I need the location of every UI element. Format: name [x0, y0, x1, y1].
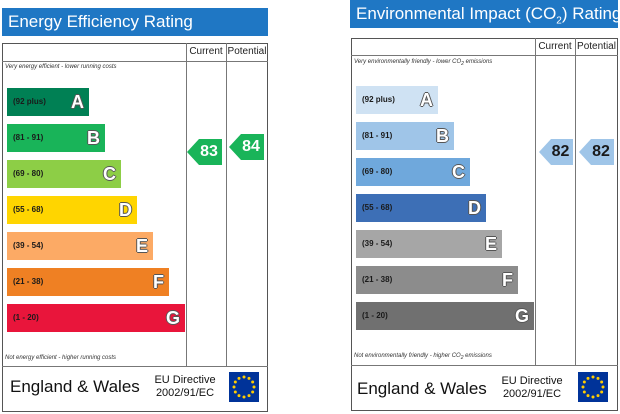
band-letter: B: [87, 128, 100, 148]
eu-flag-star: [582, 390, 586, 394]
band-letter: E: [135, 236, 148, 256]
rating-band-a: (92 plus) A: [356, 86, 438, 114]
eu-flag-star: [237, 376, 241, 380]
band-letter: C: [103, 164, 116, 184]
eu-flag-star: [251, 380, 255, 384]
environmental-bottom-note-sub: 2: [460, 355, 464, 362]
band-range-label: (69 - 80): [13, 169, 44, 178]
band-range-label: (21 - 38): [13, 277, 44, 286]
band-letter: A: [420, 90, 433, 110]
band-letter: B: [436, 126, 449, 146]
environmental-bottom-note-text: Not environmentally friendly - higher CO: [354, 353, 461, 359]
environmental-potential-header: Potential: [577, 41, 616, 52]
environmental-bottom-note: Not environmentally friendly - higher CO…: [354, 353, 492, 361]
eu-flag-star: [586, 394, 590, 398]
energy-current-header: Current: [189, 46, 223, 57]
rating-band-g: (1 - 20) G: [7, 304, 185, 332]
band-letter: D: [468, 198, 481, 218]
band-letter: C: [452, 162, 465, 182]
eu-flag-star: [600, 390, 604, 394]
band-letter: D: [119, 200, 132, 220]
rating-band-d: (55 - 68) D: [7, 196, 137, 224]
rating-band-f: (21 - 38) F: [356, 266, 518, 294]
rating-band-e: (39 - 54) E: [356, 230, 502, 258]
rating-band-c: (69 - 80) C: [356, 158, 470, 186]
energy-potential-header: Potential: [227, 46, 267, 57]
energy-top-note: Very energy efficient - lower running co…: [5, 64, 117, 70]
energy-directive: EU Directive 2002/91/EC: [150, 374, 220, 400]
band-range-label: (92 plus): [13, 97, 46, 106]
band-range-label: (81 - 91): [13, 133, 44, 142]
rating-band-d: (55 - 68) D: [356, 194, 486, 222]
eu-flag-star: [233, 390, 237, 394]
eu-flag-star: [233, 380, 237, 384]
band-range-label: (21 - 38): [362, 275, 393, 284]
band-range-label: (39 - 54): [13, 241, 44, 250]
environmental-panel-title: Environmental Impact (CO2) Rating: [350, 0, 620, 28]
environmental-top-note-sub: 2: [461, 61, 464, 68]
eu-flag-star: [581, 385, 585, 389]
energy-directive-line2: 2002/91/EC: [155, 387, 215, 399]
band-range-label: (92 plus): [362, 95, 395, 104]
energy-panel-title: Energy Efficiency Rating: [2, 8, 268, 36]
eu-flag-star: [582, 380, 586, 384]
rating-band-g: (1 - 20) G: [356, 302, 534, 330]
energy-directive-line1: EU Directive: [154, 374, 216, 386]
environmental-title-sub: 2: [556, 15, 562, 27]
environmental-directive: EU Directive 2002/91/EC: [497, 375, 567, 401]
environmental-directive-line1: EU Directive: [501, 375, 563, 387]
eu-flag-icon: [229, 372, 259, 402]
environmental-top-note-text: Very environmentally friendly - lower CO: [354, 59, 462, 65]
band-range-label: (55 - 68): [13, 205, 44, 214]
environmental-country-label: England & Wales: [357, 379, 487, 398]
rating-band-f: (21 - 38) F: [7, 268, 169, 296]
eu-flag-star: [600, 380, 604, 384]
eu-flag-star: [237, 394, 241, 398]
environmental-current-header: Current: [538, 41, 572, 52]
eu-flag-star: [242, 375, 246, 379]
rating-band-b: (81 - 91) B: [356, 122, 454, 150]
energy-bottom-note: Not energy efficient - higher running co…: [5, 355, 117, 361]
band-letter: E: [484, 234, 497, 254]
band-letter: F: [153, 272, 164, 292]
eu-flag-star: [251, 390, 255, 394]
eu-flag-star: [596, 394, 600, 398]
environmental-bottom-note-suffix: emissions: [463, 353, 492, 359]
band-range-label: (1 - 20): [362, 311, 388, 320]
environmental-title-prefix: Environmental Impact (CO: [356, 4, 557, 23]
band-letter: F: [502, 270, 513, 290]
band-letter: G: [165, 308, 180, 328]
environmental-impact-chart: Environmental Impact (CO2) Rating Curren…: [350, 0, 620, 414]
eu-flag-star: [247, 394, 251, 398]
eu-flag-stars: [581, 375, 605, 399]
environmental-top-note: Very environmentally friendly - lower CO…: [354, 59, 492, 67]
rating-band-c: (69 - 80) C: [7, 160, 121, 188]
environmental-title-suffix: ) Rating: [561, 4, 620, 23]
eu-flag-star: [252, 385, 256, 389]
eu-flag-star: [596, 376, 600, 380]
environmental-directive-line2: 2002/91/EC: [502, 388, 562, 400]
band-range-label: (39 - 54): [362, 239, 393, 248]
band-range-label: (1 - 20): [13, 313, 39, 322]
band-letter: G: [514, 306, 529, 326]
band-range-label: (69 - 80): [362, 167, 393, 176]
eu-flag-icon: [578, 372, 608, 402]
energy-efficiency-chart: Energy Efficiency Rating Current Potenti…: [0, 0, 270, 414]
eu-flag-stars: [232, 375, 256, 399]
eu-flag-star: [591, 395, 595, 399]
band-range-label: (55 - 68): [362, 203, 393, 212]
energy-country-label: England & Wales: [10, 377, 140, 396]
band-letter: A: [71, 92, 84, 112]
eu-flag-star: [232, 385, 236, 389]
eu-flag-star: [591, 375, 595, 379]
environmental-top-note-suffix: emissions: [463, 59, 493, 65]
eu-flag-star: [586, 376, 590, 380]
rating-band-a: (92 plus) A: [7, 88, 89, 116]
rating-band-b: (81 - 91) B: [7, 124, 105, 152]
eu-flag-star: [247, 376, 251, 380]
band-range-label: (81 - 91): [362, 131, 393, 140]
eu-flag-star: [242, 395, 246, 399]
eu-flag-star: [601, 385, 605, 389]
rating-band-e: (39 - 54) E: [7, 232, 153, 260]
